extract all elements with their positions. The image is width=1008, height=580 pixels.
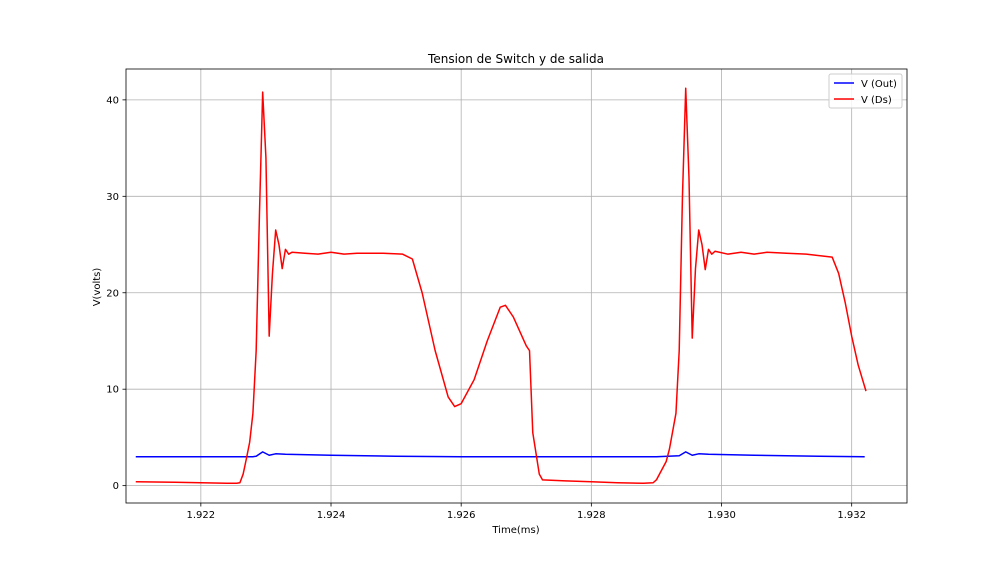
chart-title: Tension de Switch y de salida bbox=[427, 52, 604, 66]
y-axis-ticks: 0 10 20 30 40 bbox=[106, 95, 126, 492]
plot-frame bbox=[125, 68, 908, 504]
grid-lines bbox=[126, 69, 907, 503]
y-tick-label: 10 bbox=[106, 385, 119, 396]
x-axis-ticks: 1.922 1.924 1.926 1.928 1.930 1.932 bbox=[187, 503, 866, 521]
x-tick-label: 1.922 bbox=[187, 510, 216, 521]
x-tick-label: 1.924 bbox=[317, 510, 346, 521]
x-tick-label: 1.928 bbox=[577, 510, 606, 521]
legend-label-v-out: V (Out) bbox=[861, 79, 897, 90]
y-tick-label: 0 bbox=[113, 481, 119, 492]
x-axis-label: Time(ms) bbox=[491, 525, 539, 536]
y-axis-label: V(volts) bbox=[92, 268, 103, 307]
x-tick-label: 1.932 bbox=[837, 510, 866, 521]
legend-label-v-ds: V (Ds) bbox=[861, 95, 892, 106]
series-line-v-ds bbox=[135, 87, 867, 484]
x-tick-label: 1.926 bbox=[447, 510, 476, 521]
y-tick-label: 40 bbox=[106, 95, 119, 106]
plot-series bbox=[135, 87, 867, 484]
y-tick-label: 30 bbox=[106, 192, 119, 203]
x-tick-label: 1.930 bbox=[707, 510, 736, 521]
legend: V (Out) V (Ds) bbox=[828, 73, 903, 109]
y-tick-label: 20 bbox=[106, 288, 119, 299]
series-line-v-out bbox=[135, 451, 865, 458]
